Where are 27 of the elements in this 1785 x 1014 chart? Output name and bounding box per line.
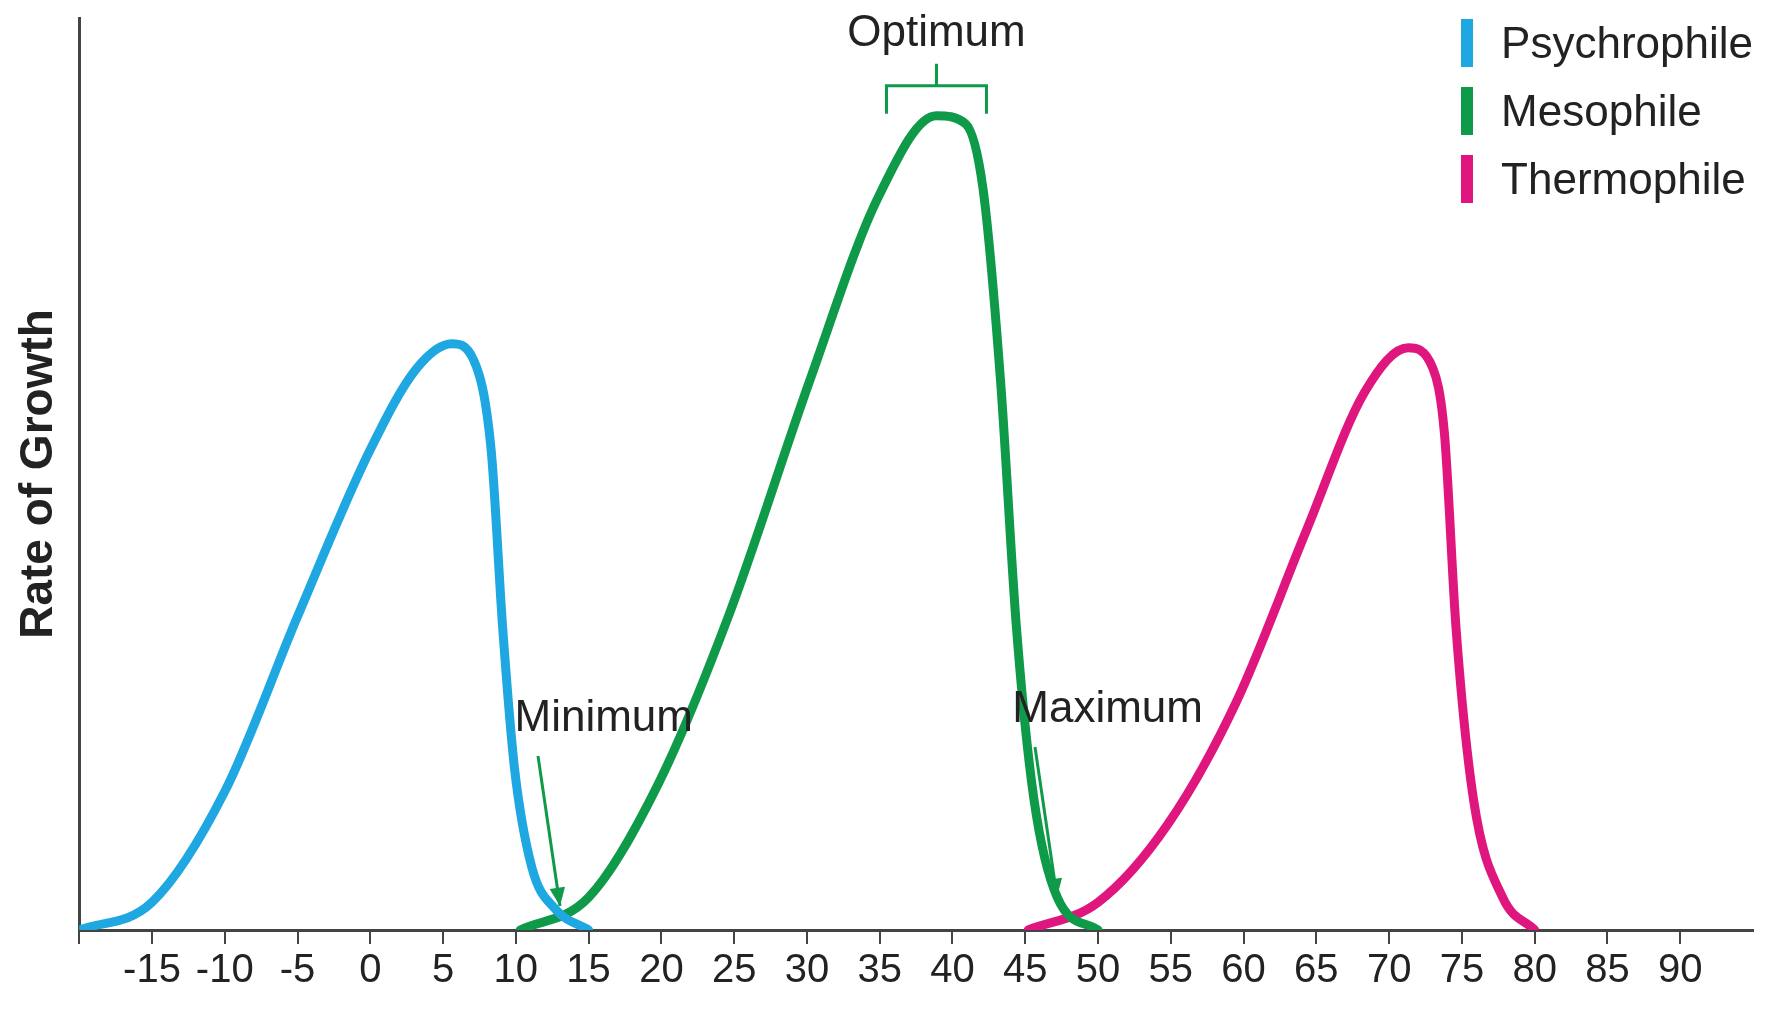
x-tick-label: 90 bbox=[1657, 946, 1703, 991]
x-tick-label: 15 bbox=[566, 946, 611, 991]
legend-label: Mesophile bbox=[1501, 86, 1702, 136]
x-tick-label: 65 bbox=[1294, 946, 1339, 991]
y-axis-title: Rate of Growth bbox=[10, 309, 63, 639]
x-tick-label: 40 bbox=[930, 946, 975, 991]
x-tick-label: 30 bbox=[784, 946, 830, 991]
x-tick-label: -5 bbox=[279, 946, 316, 991]
x-tick-label: 60 bbox=[1221, 946, 1266, 991]
legend-label: Psychrophile bbox=[1501, 18, 1753, 68]
x-tick-label: 5 bbox=[431, 946, 455, 991]
x-tick-label: 25 bbox=[711, 946, 757, 991]
x-tick-label: 80 bbox=[1512, 946, 1557, 991]
x-tick-label: 55 bbox=[1148, 946, 1194, 991]
x-tick-label: 75 bbox=[1439, 946, 1485, 991]
x-tick-label: 85 bbox=[1585, 946, 1630, 991]
x-tick-label: 10 bbox=[493, 946, 539, 991]
x-tick-label: 20 bbox=[639, 946, 684, 991]
x-tick-label: 35 bbox=[857, 946, 902, 991]
x-tick-label: -15 bbox=[123, 946, 181, 991]
annotation: Optimum bbox=[847, 5, 1026, 55]
x-tick-label: 70 bbox=[1366, 946, 1412, 991]
x-tick-label: 45 bbox=[1003, 946, 1048, 991]
x-tick-label: 0 bbox=[359, 946, 382, 991]
x-tick-label: 50 bbox=[1075, 946, 1121, 991]
x-tick-label: -10 bbox=[195, 946, 254, 991]
legend-label: Thermophile bbox=[1501, 154, 1746, 204]
